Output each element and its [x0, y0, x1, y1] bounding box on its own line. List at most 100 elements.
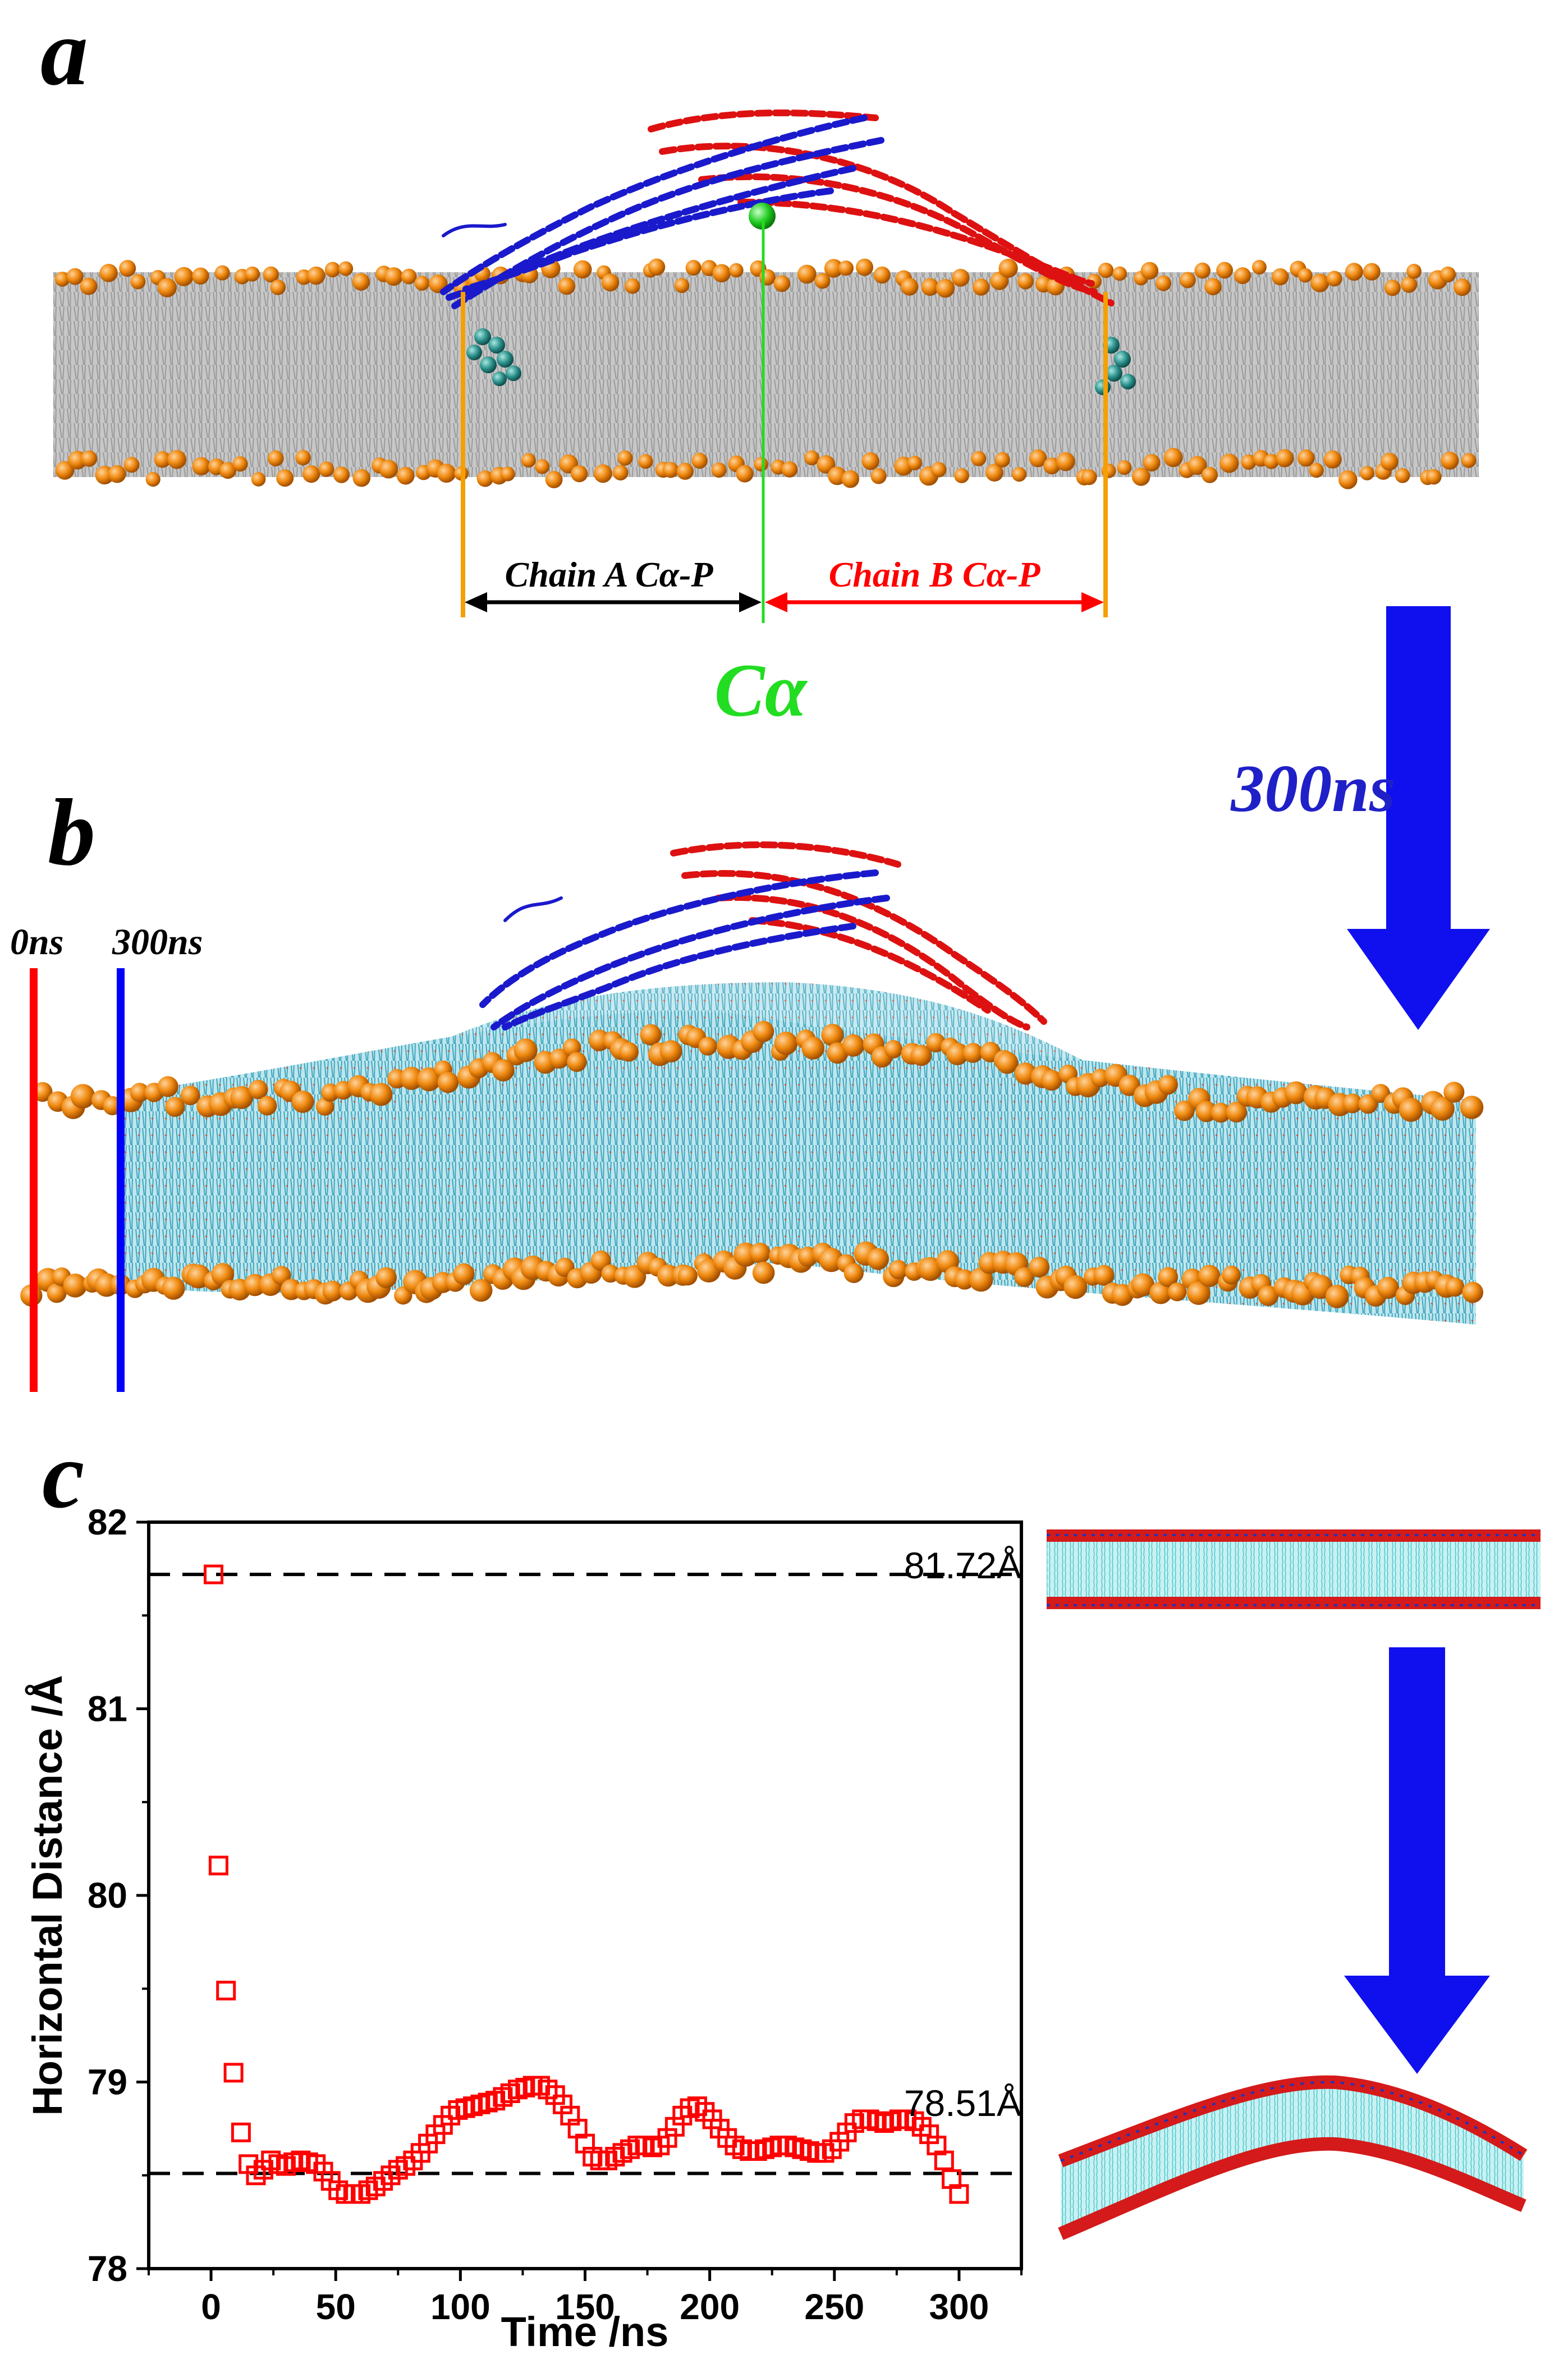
phosphate-sphere — [500, 466, 515, 482]
phosphate-sphere — [841, 470, 860, 488]
phosphate-sphere — [192, 457, 210, 475]
phosphate-sphere — [268, 450, 284, 466]
residue-left — [466, 328, 521, 386]
phosphate-layer-top-b — [33, 1020, 1484, 1123]
phosphate-sphere — [558, 277, 576, 295]
phosphate-sphere — [749, 1243, 771, 1264]
phosphate-layer-bottom-a — [55, 448, 1477, 489]
phosphate-sphere — [951, 269, 970, 287]
panel-c-letter: c — [42, 1422, 84, 1528]
panel-b-letter: b — [48, 780, 95, 885]
y-tick-label: 78 — [88, 2248, 127, 2289]
membrane-slab-b — [118, 1011, 1476, 1325]
phosphate-sphere — [437, 1071, 459, 1093]
phosphate-sphere — [414, 276, 430, 291]
phosphate-sphere — [1338, 470, 1358, 489]
phosphate-sphere — [248, 1079, 268, 1100]
data-point — [231, 2122, 251, 2142]
phosphate-sphere — [1093, 1265, 1115, 1286]
data-point — [208, 1856, 228, 1876]
phosphate-sphere — [165, 1097, 185, 1117]
phosphate-sphere — [307, 266, 325, 285]
chain-a-helix-b2 — [490, 895, 890, 1030]
phosphate-sphere — [638, 454, 653, 469]
chain-a-label: Chain A Cα-P — [505, 555, 714, 594]
phosphate-sphere — [1377, 1277, 1399, 1299]
phosphate-sphere — [1345, 263, 1363, 281]
phosphate-sphere — [817, 455, 836, 474]
chain-b-label: Chain B Cα-P — [829, 555, 1041, 594]
panel-a-annotations: Chain A Cα-P Chain B Cα-P Cα — [461, 219, 1108, 732]
phosphate-sphere — [1460, 1096, 1484, 1119]
time-arrow: 300ns — [1230, 606, 1490, 1030]
phosphate-sphere — [888, 1259, 909, 1280]
phosphate-sphere — [921, 278, 939, 296]
phosphate-sphere — [804, 450, 819, 466]
residue-right — [1095, 337, 1136, 395]
x-tick-label: 300 — [929, 2287, 989, 2327]
phosphate-sphere — [1112, 266, 1127, 281]
phosphate-sphere — [315, 1097, 334, 1116]
phosphate-sphere — [1029, 1257, 1050, 1278]
phosphate-sphere — [352, 273, 370, 291]
phosphate-sphere — [1360, 466, 1374, 480]
phosphate-sphere — [469, 1279, 493, 1302]
phosphate-sphere — [80, 277, 98, 295]
phosphate-sphere — [1298, 268, 1313, 283]
phosphate-sphere — [910, 1045, 932, 1066]
phosphate-layer-bottom-b — [20, 1241, 1483, 1308]
phosphate-sphere — [535, 459, 550, 474]
ca-label: Cα — [714, 649, 808, 732]
phosphate-sphere — [1454, 278, 1471, 296]
y-tick-label: 79 — [88, 2062, 127, 2103]
phosphate-sphere — [167, 450, 187, 469]
phosphate-sphere — [1168, 1282, 1187, 1302]
panel-c-arrow-head — [1344, 1976, 1490, 2074]
x-tick-label: 150 — [555, 2287, 615, 2327]
phosphate-sphere — [119, 260, 136, 277]
phosphate-sphere — [936, 279, 955, 298]
phosphate-sphere — [648, 258, 666, 276]
phosphate-sphere — [759, 269, 776, 286]
phosphate-sphere — [617, 450, 633, 466]
phosphate-sphere — [174, 267, 194, 286]
phosphate-sphere — [130, 1083, 150, 1102]
reference-lines — [149, 1573, 1021, 2175]
phosphate-sphere — [946, 1042, 969, 1065]
panel-b-membrane — [20, 982, 1484, 1325]
chain-a-helix-b1 — [479, 869, 879, 1008]
phosphate-sphere — [476, 470, 494, 487]
phosphate-sphere — [1441, 451, 1459, 470]
phosphate-sphere — [962, 1043, 983, 1063]
phosphate-sphere — [567, 1052, 587, 1072]
phosphate-sphere — [322, 1280, 343, 1302]
membrane-slab-a — [53, 272, 1479, 477]
phosphate-sphere — [1188, 456, 1207, 475]
phosphate-sphere — [712, 264, 731, 283]
phosphate-sphere — [1140, 262, 1159, 280]
phosphate-sphere — [1431, 1097, 1455, 1121]
phosphate-sphere — [1284, 1081, 1308, 1105]
phosphate-sphere — [230, 1086, 254, 1109]
phosphate-sphere — [1195, 1101, 1217, 1123]
phosphate-sphere — [698, 1037, 717, 1056]
panel-a-membrane — [53, 258, 1479, 489]
phosphate-sphere — [338, 261, 354, 276]
phosphate-sphere — [612, 465, 629, 481]
phosphate-sphere — [729, 263, 744, 278]
phosphate-sphere — [824, 259, 843, 278]
phosphate-sphere — [521, 453, 536, 468]
phosphate-sphere — [1323, 450, 1342, 469]
chain-a-arrowhead-right — [739, 592, 762, 612]
phosphate-sphere — [1098, 263, 1114, 278]
phosphate-sphere — [1198, 1265, 1221, 1288]
y-tick-label: 81 — [88, 1689, 127, 1729]
phosphate-sphere — [214, 265, 230, 281]
phosphate-sphere — [1226, 1101, 1248, 1123]
phosphate-sphere — [291, 1091, 314, 1113]
chain-b-helix-b4 — [749, 917, 991, 1014]
phosphate-sphere — [1325, 1285, 1349, 1308]
phosphate-sphere — [901, 278, 919, 296]
phosphate-sphere — [453, 1263, 475, 1285]
phosphate-sphere — [996, 1051, 1019, 1074]
